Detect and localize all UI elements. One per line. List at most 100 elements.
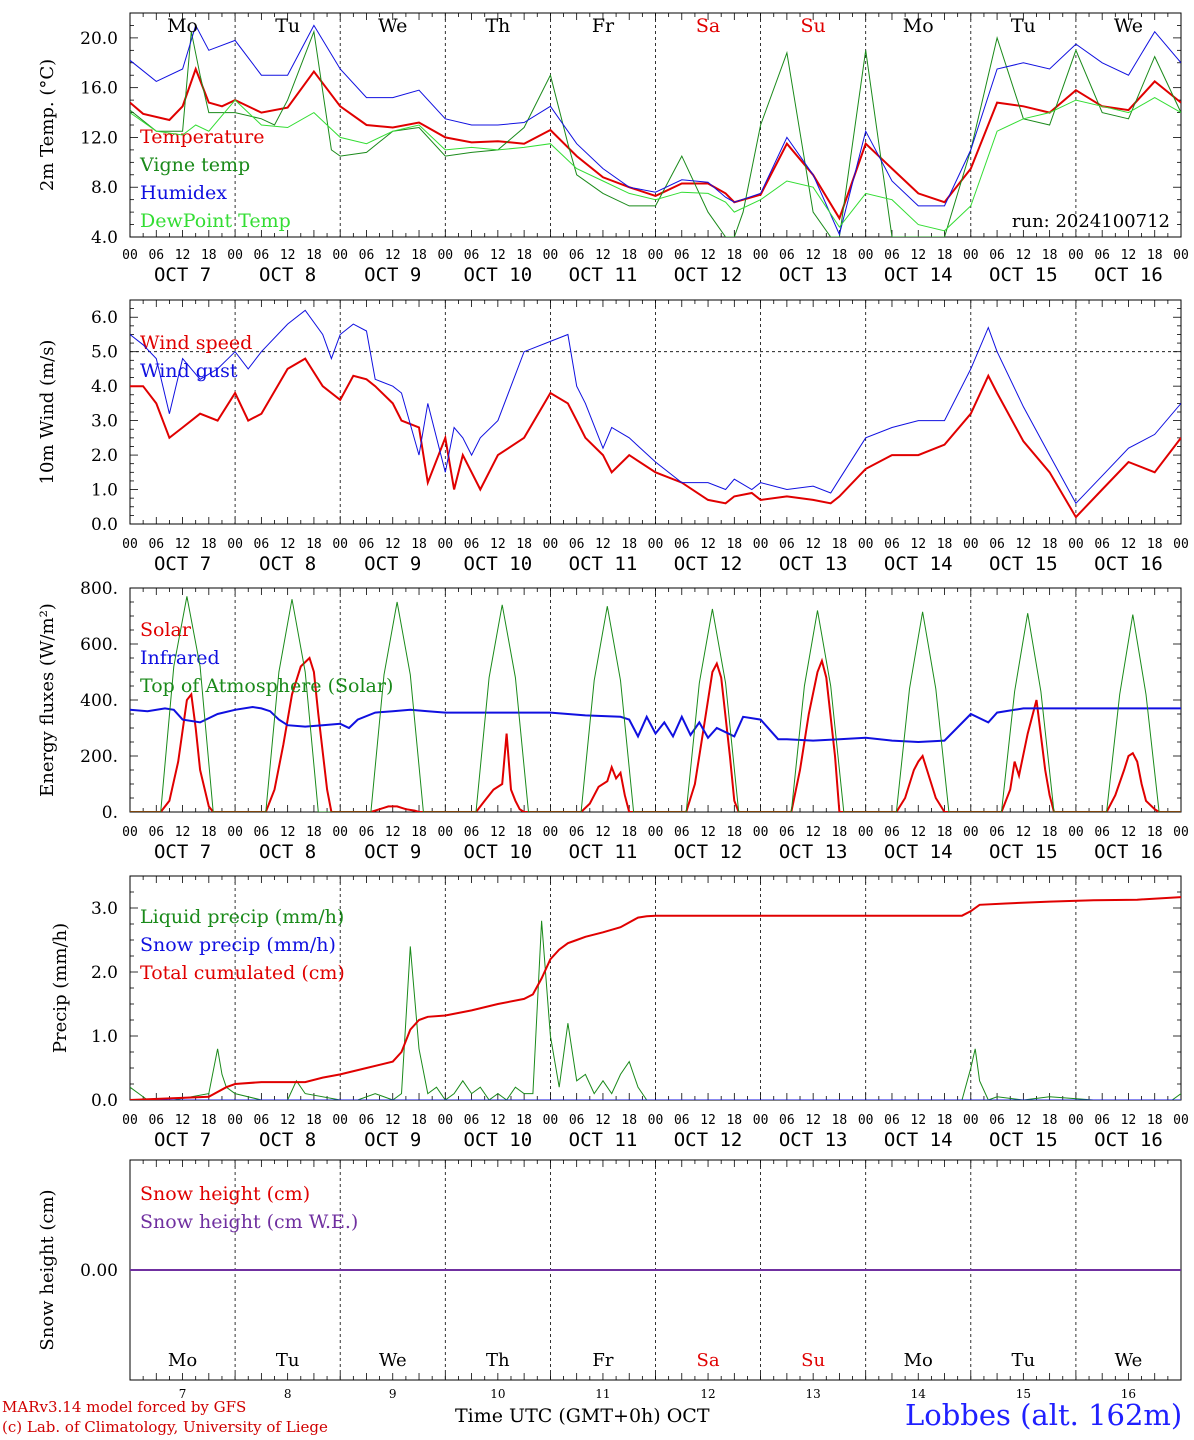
hour-tick-label: 18 xyxy=(937,1113,953,1128)
hour-tick-label: 18 xyxy=(726,537,742,552)
hour-tick-label: 06 xyxy=(1094,1113,1110,1128)
hour-tick-label: 12 xyxy=(1121,825,1137,840)
hour-tick-label: 00 xyxy=(122,825,138,840)
hour-tick-label: 06 xyxy=(464,248,480,263)
legend-entry: Temperature xyxy=(140,126,264,148)
date-label: OCT 12 xyxy=(674,553,743,575)
series-line-1 xyxy=(130,656,1181,812)
model-credit-line2: (c) Lab. of Climatology, University of L… xyxy=(2,1418,328,1436)
hour-tick-label: 18 xyxy=(306,537,322,552)
y-tick-label: 4.0 xyxy=(91,377,118,397)
date-label: OCT 10 xyxy=(464,841,533,863)
hour-tick-label: 12 xyxy=(490,825,506,840)
hour-tick-label: 12 xyxy=(280,248,296,263)
hour-tick-label: 12 xyxy=(175,537,191,552)
hour-tick-label: 06 xyxy=(569,1113,585,1128)
hour-tick-label: 12 xyxy=(385,1113,401,1128)
day-name-top: Su xyxy=(801,15,826,37)
hour-tick-label: 12 xyxy=(700,825,716,840)
hour-tick-label: 00 xyxy=(332,537,348,552)
day-name-top: Mo xyxy=(167,15,198,37)
hour-tick-label: 12 xyxy=(280,537,296,552)
hour-tick-label: 18 xyxy=(306,1113,322,1128)
hour-tick-label: 00 xyxy=(437,825,453,840)
hour-tick-label: 00 xyxy=(963,537,979,552)
hour-tick-label: 12 xyxy=(805,248,821,263)
y-axis-label: 10m Wind (m/s) xyxy=(37,340,58,485)
y-axis-label: Precip (mm/h) xyxy=(50,923,71,1053)
series-line-1 xyxy=(130,920,1181,1100)
day-name-bottom: Su xyxy=(801,1350,825,1371)
date-label: OCT 8 xyxy=(259,264,316,286)
y-tick-label: 0.00 xyxy=(80,1261,118,1281)
day-name-top: Fr xyxy=(592,15,615,37)
hour-tick-label: 12 xyxy=(1121,248,1137,263)
panel-4: 0.0 1.0 2.0 3.0 Precip (mm/h) Liquid precip (… xyxy=(50,875,1189,1151)
hour-tick-label: 12 xyxy=(1016,1113,1032,1128)
hour-tick-label: 12 xyxy=(1121,537,1137,552)
hour-tick-label: 00 xyxy=(753,248,769,263)
hour-tick-label: 12 xyxy=(700,537,716,552)
legend-entry: Infrared xyxy=(140,647,220,669)
hour-tick-label: 18 xyxy=(726,1113,742,1128)
date-label: OCT 13 xyxy=(779,1129,848,1151)
hour-tick-label: 06 xyxy=(148,825,164,840)
panel-5: 0.00 Snow height (cm) Snow height (cm) Snow… xyxy=(37,1159,1182,1401)
date-label: OCT 8 xyxy=(259,841,316,863)
hour-tick-label: 18 xyxy=(1147,537,1163,552)
hour-tick-label: 12 xyxy=(175,1113,191,1128)
hour-tick-label: 06 xyxy=(569,248,585,263)
day-name-bottom: Tu xyxy=(276,1350,300,1371)
y-tick-label: 400. xyxy=(80,691,118,711)
day-name-bottom: Tu xyxy=(1012,1350,1036,1371)
hour-tick-label: 00 xyxy=(858,248,874,263)
date-label: OCT 8 xyxy=(259,553,316,575)
y-tick-label: 200. xyxy=(80,747,118,767)
hour-tick-label: 06 xyxy=(779,1113,795,1128)
hour-tick-label: 18 xyxy=(516,825,532,840)
date-label: OCT 15 xyxy=(989,553,1058,575)
hour-tick-label: 12 xyxy=(490,248,506,263)
hour-tick-label: 18 xyxy=(1042,825,1058,840)
panel-frame xyxy=(129,12,1182,238)
hour-tick-label: 06 xyxy=(464,1113,480,1128)
hour-tick-label: 18 xyxy=(937,248,953,263)
y-axis-label: Energy fluxes (W/m²) xyxy=(37,603,58,797)
hour-tick-label: 18 xyxy=(201,537,217,552)
hour-tick-label: 00 xyxy=(1173,248,1189,263)
day-name-bottom: Th xyxy=(486,1350,510,1371)
hour-tick-label: 06 xyxy=(674,825,690,840)
hour-tick-label: 12 xyxy=(1016,825,1032,840)
legend-entry: Vigne temp xyxy=(139,154,250,176)
hour-tick-label: 00 xyxy=(543,1113,559,1128)
hour-tick-label: 12 xyxy=(700,248,716,263)
y-tick-label: 5.0 xyxy=(91,343,118,363)
date-label: OCT 14 xyxy=(884,1129,953,1151)
hour-tick-label: 00 xyxy=(1068,537,1084,552)
hour-tick-label: 00 xyxy=(648,825,664,840)
hour-tick-label: 00 xyxy=(227,248,243,263)
y-tick-label: 16.0 xyxy=(80,79,118,99)
hour-tick-label: 06 xyxy=(989,1113,1005,1128)
hour-tick-label: 00 xyxy=(858,537,874,552)
hour-tick-label: 06 xyxy=(464,825,480,840)
hour-tick-label: 06 xyxy=(884,537,900,552)
hour-tick-label: 06 xyxy=(1094,825,1110,840)
day-name-bottom: We xyxy=(379,1350,407,1371)
date-label: OCT 11 xyxy=(569,841,638,863)
hour-tick-label: 00 xyxy=(963,248,979,263)
hour-tick-label: 12 xyxy=(385,825,401,840)
hour-tick-label: 12 xyxy=(805,537,821,552)
date-label: OCT 12 xyxy=(674,841,743,863)
hour-tick-label: 12 xyxy=(910,248,926,263)
hour-tick-label: 00 xyxy=(648,1113,664,1128)
hour-tick-label: 06 xyxy=(569,825,585,840)
hour-tick-label: 12 xyxy=(910,825,926,840)
hour-tick-label: 06 xyxy=(254,1113,270,1128)
day-number: 10 xyxy=(490,1387,505,1401)
date-label: OCT 14 xyxy=(884,841,953,863)
hour-tick-label: 00 xyxy=(122,1113,138,1128)
date-label: OCT 16 xyxy=(1094,1129,1163,1151)
day-number: 15 xyxy=(1016,1387,1031,1401)
hour-tick-label: 00 xyxy=(1173,537,1189,552)
